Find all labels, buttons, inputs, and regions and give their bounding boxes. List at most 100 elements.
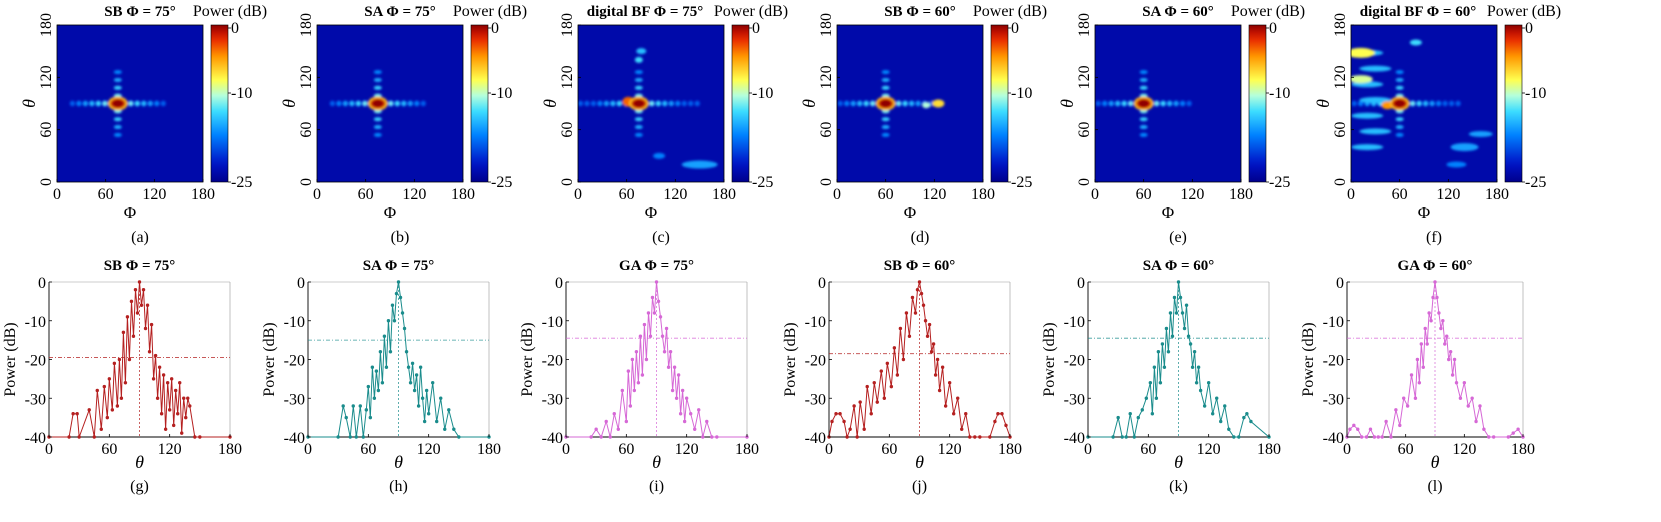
data-point (937, 388, 942, 393)
data-point (174, 388, 178, 393)
data-point (654, 280, 659, 284)
data-point (188, 404, 192, 408)
y-tick-label: -20 (1323, 353, 1344, 370)
colorbar-tick-label: -25 (1011, 174, 1032, 191)
y-tick-label: 0 (1336, 275, 1344, 292)
heatmap-sidelobe (1109, 101, 1114, 106)
heatmap-sidelobe (857, 101, 862, 106)
y-tick-label: -10 (542, 314, 563, 331)
data-point (378, 350, 383, 354)
data-point (1144, 396, 1149, 400)
colorbar-tick-label: 0 (1269, 20, 1277, 37)
panel-label: (d) (911, 229, 930, 246)
data-point (1516, 427, 1520, 431)
colorbar-label: Power (dB) (973, 3, 1047, 20)
data-point (151, 377, 156, 381)
colorbar-label: Power (dB) (193, 3, 267, 20)
heatmap-sidelobe (1154, 101, 1159, 106)
x-tick-label: 60 (619, 186, 635, 203)
heatmap-sidelobe (356, 101, 361, 106)
y-tick-label: 0 (818, 178, 835, 186)
data-point (178, 381, 182, 385)
data-point (1184, 303, 1189, 307)
x-axis-label: θ (135, 452, 144, 472)
x-tick-label: 0 (313, 186, 321, 203)
data-point (1194, 381, 1199, 385)
data-point (1458, 396, 1463, 400)
data-point (443, 427, 447, 431)
y-tick-label: 120 (818, 65, 835, 89)
heatmap-sidelobe (113, 132, 122, 137)
panel-label: (b) (391, 229, 410, 246)
data-point (364, 408, 369, 412)
heatmap-panel-e: 0 60 120 180 0 60 120 180 Φθ 0 -10 -25 Power (dB) SA … (1057, 3, 1305, 246)
data-point (92, 435, 96, 439)
data-point (933, 373, 938, 377)
heatmap-mainlobe-core (633, 100, 644, 107)
data-point (131, 334, 136, 338)
data-point (110, 408, 115, 412)
colorbar-tick-label: -10 (231, 85, 252, 102)
x-tick-label: 120 (142, 186, 166, 203)
data-point (1232, 435, 1236, 439)
x-tick-label: 0 (304, 441, 312, 458)
y-tick-label: -20 (1064, 353, 1085, 370)
heatmap-blobs (578, 48, 718, 169)
x-tick-label: 60 (1398, 441, 1414, 458)
data-point (710, 435, 714, 439)
data-point (684, 396, 689, 400)
x-tick-label: 0 (574, 186, 582, 203)
data-point (105, 415, 110, 420)
data-point (688, 412, 693, 416)
heatmap-sidelobe (915, 101, 921, 106)
data-point (1154, 396, 1159, 400)
data-point (672, 365, 677, 369)
line-title: SB Φ = 60° (884, 258, 956, 274)
heatmap-sidelobe (634, 77, 643, 82)
data-point (186, 396, 190, 400)
data-point (435, 419, 439, 424)
x-tick-label: 0 (1347, 186, 1355, 203)
y-tick-label: 180 (1332, 13, 1349, 37)
data-point (680, 388, 685, 393)
data-point (1180, 311, 1185, 315)
data-point (1172, 295, 1177, 300)
data-point (1478, 404, 1482, 408)
data-point (1249, 419, 1253, 424)
x-tick-label: 120 (417, 441, 441, 458)
panel-label: (k) (1169, 478, 1188, 495)
title-angle: Φ = 60° (902, 258, 955, 274)
y-axis-label: Power (dB) (1300, 322, 1317, 396)
heatmap-blobs (329, 70, 427, 137)
data-point (705, 419, 709, 424)
data-point (358, 404, 362, 408)
heatmap-lobe (1446, 161, 1467, 168)
data-point (1431, 295, 1435, 300)
heatmap-sidelobe (1167, 101, 1172, 106)
data-point (348, 435, 352, 439)
data-point (392, 319, 397, 323)
data-point (374, 369, 379, 373)
data-point (927, 322, 932, 327)
colorbar-tick-label: -10 (491, 85, 512, 102)
data-point (408, 381, 413, 385)
x-axis-label: θ (1431, 452, 1440, 472)
heatmap-sidelobe (70, 101, 75, 106)
data-point (947, 381, 952, 385)
x-tick-label: 60 (881, 441, 897, 458)
x-tick-label: 120 (938, 441, 962, 458)
heatmap-sidelobe (597, 101, 603, 106)
data-point (1441, 319, 1445, 323)
data-point (650, 295, 655, 300)
data-point (988, 435, 992, 439)
data-point (376, 388, 381, 393)
heatmap-sidelobe (1139, 77, 1148, 82)
heatmap-lobe (1351, 144, 1384, 151)
heatmap-sidelobe (401, 101, 406, 106)
data-point (855, 435, 859, 439)
title-angle: Φ = 75° (641, 258, 694, 274)
heatmap-title: SB Φ = 75° (104, 4, 176, 20)
heatmap-sidelobe (76, 101, 82, 106)
data-point (656, 299, 661, 304)
x-tick-label: 0 (562, 441, 570, 458)
